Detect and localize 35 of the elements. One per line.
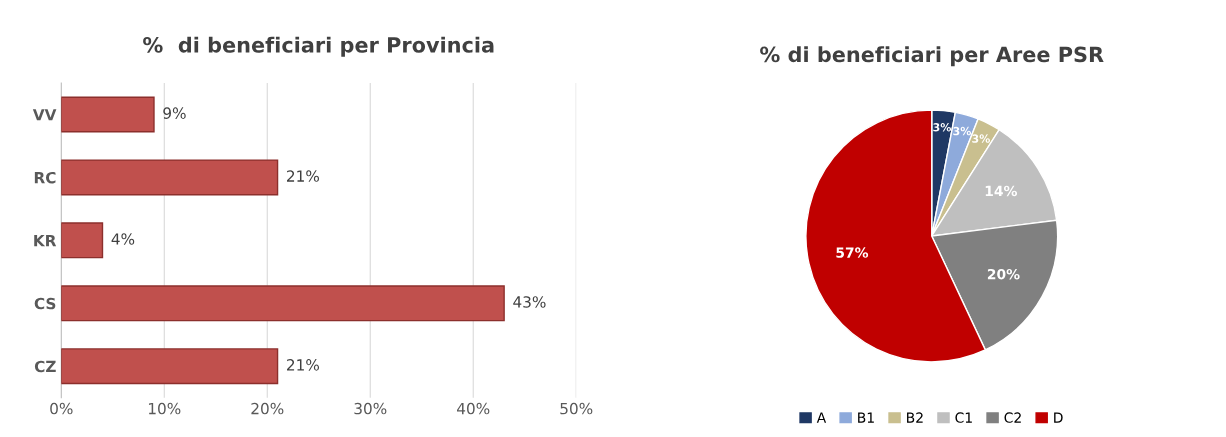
y-tick-label: CZ bbox=[34, 360, 56, 373]
x-tick-label: 30% bbox=[354, 402, 387, 415]
y-tick-label: RC bbox=[34, 171, 56, 184]
data-label: 21% bbox=[287, 359, 320, 371]
x-tick-label: 20% bbox=[251, 402, 284, 415]
y-tick-label: VV bbox=[32, 109, 57, 121]
data-label: 43% bbox=[513, 296, 546, 308]
data-label: 21% bbox=[287, 170, 320, 182]
x-tick-label: 0% bbox=[50, 402, 73, 415]
bar bbox=[61, 348, 279, 385]
x-tick-label: 40% bbox=[457, 402, 490, 415]
data-label: 14% bbox=[985, 185, 1018, 197]
legend-label: C2 bbox=[1004, 412, 1021, 423]
legend-label: B1 bbox=[858, 412, 874, 423]
x-tick-label: 10% bbox=[148, 402, 181, 415]
data-label: 3% bbox=[933, 123, 952, 132]
chart-title: % di beneficiari per Provincia bbox=[143, 36, 494, 57]
legend-label: B2 bbox=[907, 412, 923, 423]
legend-label: A bbox=[816, 412, 827, 423]
legend-label: C1 bbox=[955, 412, 972, 423]
y-tick-label: CS bbox=[34, 297, 56, 310]
x-tick-label: 50% bbox=[560, 402, 593, 415]
data-label: 4% bbox=[111, 233, 135, 245]
bar bbox=[61, 285, 505, 322]
bar bbox=[61, 159, 279, 196]
data-label: 20% bbox=[987, 268, 1020, 280]
data-label: 3% bbox=[953, 126, 972, 136]
bar bbox=[61, 96, 155, 133]
y-tick-label: KR bbox=[34, 235, 57, 247]
legend-label: D bbox=[1054, 412, 1063, 423]
data-label: 57% bbox=[836, 247, 869, 258]
chart-title: % di beneficiari per Aree PSR bbox=[760, 46, 1104, 67]
bar bbox=[61, 222, 104, 259]
data-label: 9% bbox=[163, 107, 186, 119]
data-label: 3% bbox=[972, 134, 990, 143]
